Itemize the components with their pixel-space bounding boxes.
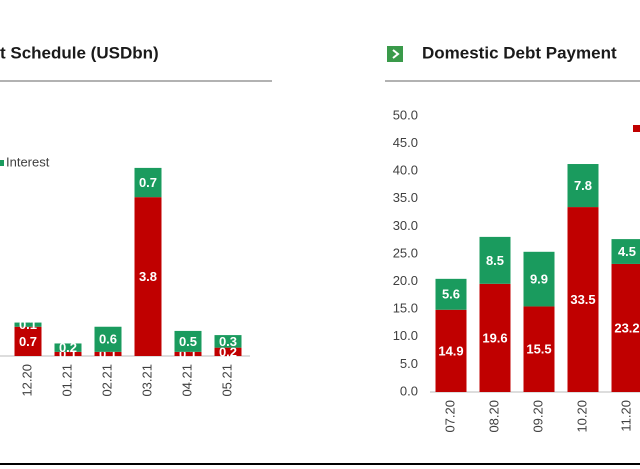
- value-label: 0.3: [219, 334, 237, 349]
- bar-segment: [174, 351, 202, 356]
- legend-label: Interest: [6, 154, 50, 169]
- bar-segment: [523, 251, 555, 307]
- value-label: 0.7: [19, 334, 37, 349]
- bar-segment: [611, 239, 640, 264]
- chart-title: t Schedule (USDbn): [0, 43, 159, 62]
- bar-segment: [54, 343, 82, 352]
- x-tick-label: 05.21: [219, 364, 234, 397]
- y-tick-label: 30.0: [393, 218, 418, 233]
- bar-segment: [94, 326, 122, 352]
- bar-segment: [214, 335, 242, 348]
- value-label: 9.9: [530, 272, 548, 287]
- y-tick-label: 10.0: [393, 328, 418, 343]
- y-tick-label: 40.0: [393, 163, 418, 178]
- value-label: 0.6: [99, 332, 117, 347]
- x-tick-label: 10.20: [574, 400, 589, 433]
- x-tick-label: 07.20: [442, 400, 457, 433]
- value-label: 23.2: [614, 320, 639, 335]
- value-label: 5.6: [442, 287, 460, 302]
- x-tick-label: 08.20: [486, 400, 501, 433]
- value-label: 33.5: [570, 292, 595, 307]
- value-label: 15.5: [526, 342, 551, 357]
- x-tick-label: 03.21: [139, 364, 154, 397]
- bar-segment: [479, 236, 511, 284]
- value-label: 0.7: [139, 175, 157, 190]
- bar-segment: [567, 164, 599, 208]
- x-tick-label: 01.21: [59, 364, 74, 397]
- value-label: 19.6: [482, 330, 507, 345]
- legend-swatch: [0, 160, 4, 166]
- y-tick-label: 25.0: [393, 245, 418, 260]
- value-label: 4.5: [618, 244, 636, 259]
- x-tick-label: 11.20: [618, 400, 633, 432]
- y-tick-label: 35.0: [393, 190, 418, 205]
- bar-segment: [54, 351, 82, 356]
- bar-segment: [567, 207, 599, 392]
- title-icon-arrow: [392, 49, 400, 59]
- x-tick-label: 09.20: [530, 400, 545, 433]
- bar-segment: [134, 167, 162, 198]
- bar-segment: [134, 197, 162, 356]
- bar-segment: [94, 351, 122, 356]
- bar-segment: [435, 309, 467, 392]
- y-tick-label: 5.0: [400, 356, 418, 371]
- bar-segment: [14, 322, 42, 327]
- y-tick-label: 45.0: [393, 135, 418, 150]
- value-label: 0.2: [59, 340, 77, 355]
- value-label: 0.2: [219, 344, 237, 359]
- bar-segment: [611, 263, 640, 392]
- x-tick-label: 12.20: [19, 364, 34, 397]
- legend-swatch: [633, 125, 640, 132]
- bar-segment: [479, 283, 511, 392]
- y-tick-label: 50.0: [393, 107, 418, 122]
- bar-segment: [174, 330, 202, 352]
- value-label: 14.9: [438, 343, 463, 358]
- bar-segment: [523, 306, 555, 392]
- x-tick-label: 04.21: [179, 364, 194, 397]
- value-label: 8.5: [486, 253, 504, 268]
- y-tick-label: 15.0: [393, 301, 418, 316]
- bar-segment: [214, 347, 242, 356]
- y-tick-label: 20.0: [393, 273, 418, 288]
- value-label: 0.5: [179, 334, 197, 349]
- y-tick-label: 0.0: [400, 383, 418, 398]
- x-tick-label: 02.21: [99, 364, 114, 397]
- bar-segment: [435, 278, 467, 310]
- chart-title: Domestic Debt Payment: [422, 43, 617, 62]
- value-label: 0.1: [19, 317, 37, 332]
- value-label: 7.8: [574, 178, 592, 193]
- bar-segment: [14, 326, 42, 356]
- value-label: 3.8: [139, 269, 157, 284]
- title-icon: [387, 46, 403, 62]
